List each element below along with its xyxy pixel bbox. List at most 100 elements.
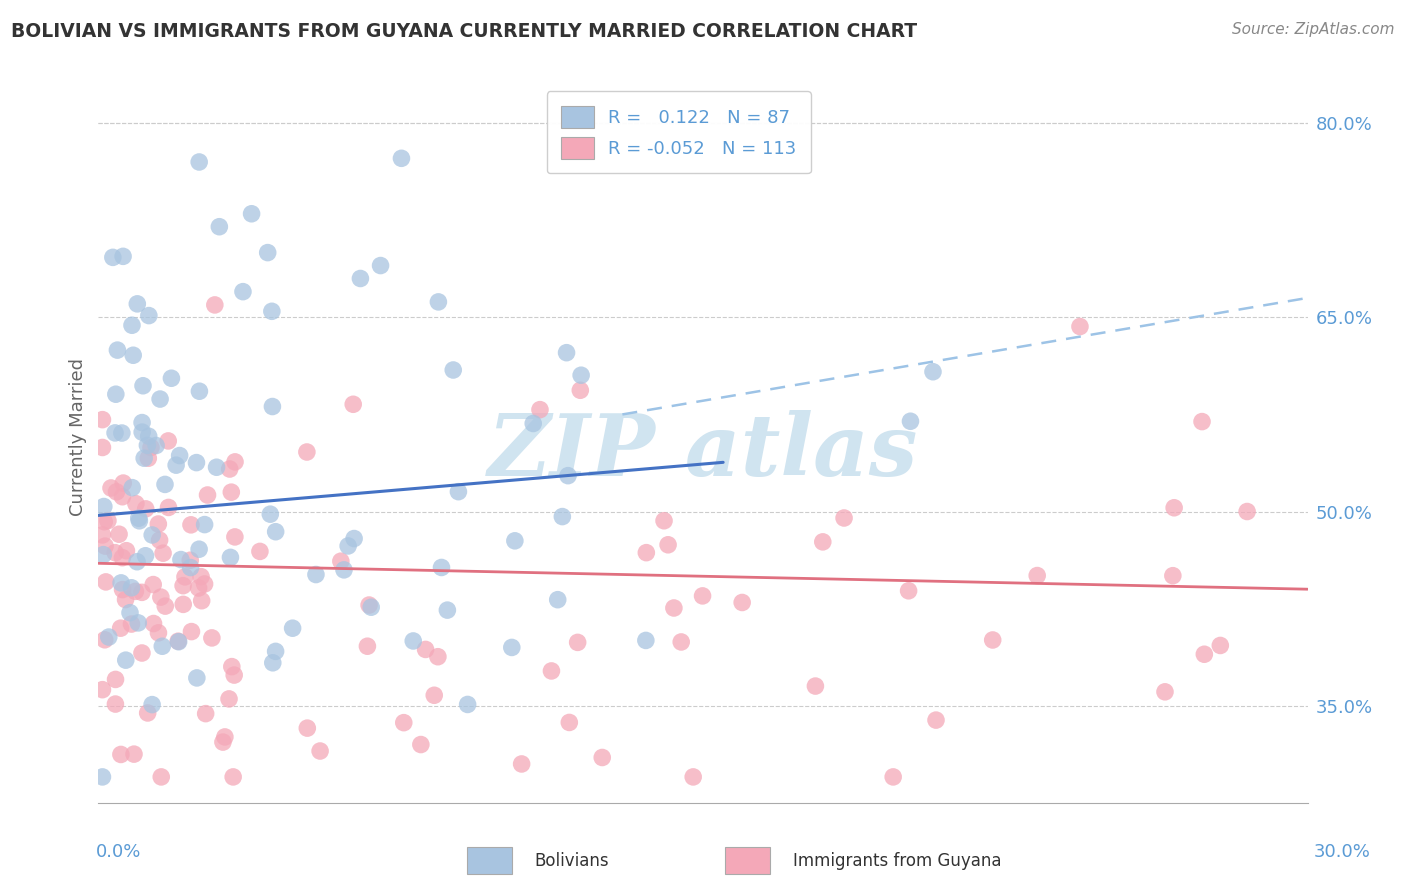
Point (221, 485, 243, 500)
Point (359, 598, 381, 612)
Point (682, 770, 704, 784)
Point (204, 298, 226, 312)
Point (170, 552, 193, 566)
Point (186, 671, 208, 685)
Point (1209, 639, 1232, 653)
Point (356, 639, 378, 653)
Point (100, 481, 122, 495)
Point (557, 468, 579, 483)
Point (409, 738, 432, 752)
Point (149, 533, 172, 548)
Point (671, 635, 693, 649)
Point (832, 511, 855, 525)
Point (132, 378, 155, 392)
Point (922, 365, 945, 379)
Point (249, 544, 271, 558)
Point (152, 546, 174, 560)
Point (142, 577, 165, 591)
Point (205, 460, 228, 475)
Point (127, 297, 149, 311)
Point (118, 606, 141, 620)
Point (218, 462, 240, 476)
Point (391, 151, 413, 165)
Point (634, 633, 657, 648)
Point (110, 575, 132, 590)
Point (981, 632, 1004, 647)
Text: Immigrants from Guyana: Immigrants from Guyana (793, 852, 1001, 870)
Point (187, 581, 209, 595)
Point (136, 438, 159, 452)
Point (141, 698, 163, 712)
Point (149, 590, 172, 604)
Point (194, 577, 217, 591)
Point (430, 560, 453, 574)
Point (93, 548, 115, 562)
Point (256, 245, 278, 260)
Point (897, 583, 920, 598)
Point (503, 533, 526, 548)
Point (157, 500, 180, 515)
Point (150, 639, 173, 653)
Point (1069, 319, 1091, 334)
Point (91, 682, 114, 697)
Point (882, 770, 904, 784)
Point (522, 417, 544, 431)
Point (657, 538, 679, 552)
Point (121, 581, 143, 595)
Point (569, 384, 592, 398)
Point (1026, 568, 1049, 582)
Point (153, 477, 176, 491)
Point (142, 616, 165, 631)
Point (224, 668, 246, 682)
Point (262, 400, 284, 414)
Point (337, 539, 360, 553)
Text: Bolivians: Bolivians (534, 852, 609, 870)
Point (1163, 500, 1185, 515)
Point (188, 155, 211, 169)
Point (111, 582, 134, 597)
Point (138, 309, 160, 323)
Point (392, 715, 415, 730)
Point (925, 713, 948, 727)
Point (811, 534, 834, 549)
Point (262, 656, 284, 670)
Point (128, 511, 150, 525)
Point (436, 603, 458, 617)
Point (441, 363, 464, 377)
Point (149, 392, 172, 406)
Point (558, 715, 581, 730)
Point (180, 560, 202, 574)
Point (108, 527, 131, 541)
Point (551, 509, 574, 524)
Point (804, 679, 827, 693)
Point (529, 402, 551, 417)
Point (219, 550, 242, 565)
Point (197, 488, 219, 502)
Point (104, 697, 127, 711)
Point (295, 445, 318, 459)
Point (131, 425, 153, 439)
Point (221, 659, 243, 673)
Point (135, 501, 157, 516)
Point (111, 490, 134, 504)
Point (501, 640, 523, 655)
Point (91, 528, 114, 542)
Point (105, 484, 128, 499)
Point (1191, 415, 1213, 429)
Point (190, 593, 212, 607)
Point (569, 368, 592, 383)
FancyBboxPatch shape (725, 847, 770, 874)
Point (104, 546, 127, 560)
Point (652, 514, 675, 528)
Point (281, 621, 304, 635)
Point (97, 630, 120, 644)
Point (555, 345, 578, 359)
Point (121, 318, 143, 333)
Point (259, 507, 281, 521)
Point (208, 219, 231, 234)
Point (349, 271, 371, 285)
Point (591, 750, 613, 764)
Point (540, 664, 562, 678)
Point (112, 249, 135, 263)
Point (104, 425, 127, 440)
